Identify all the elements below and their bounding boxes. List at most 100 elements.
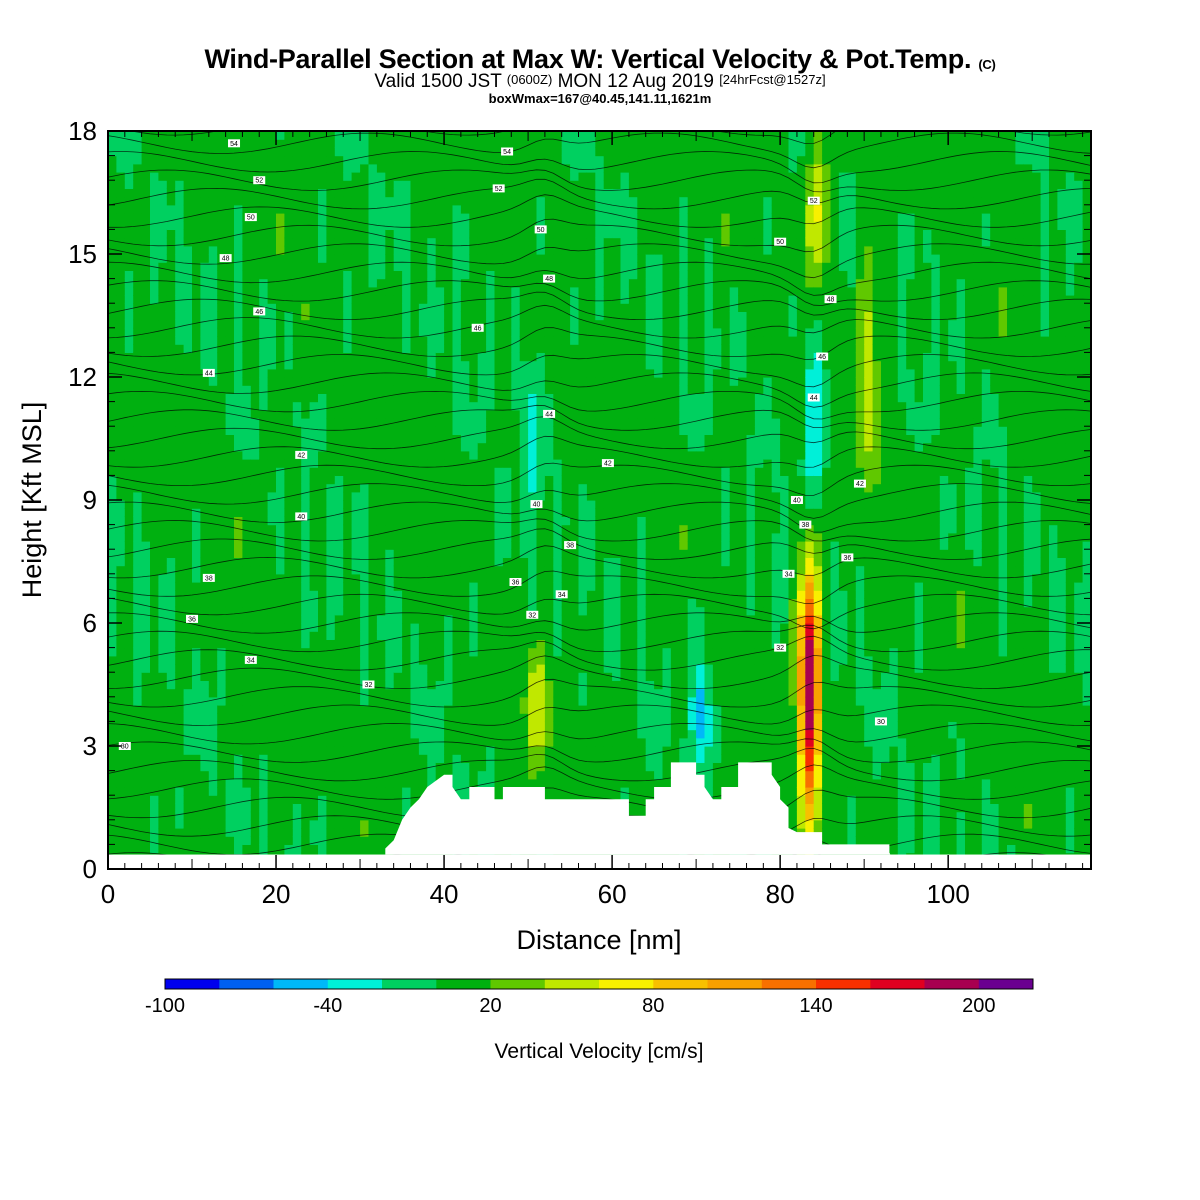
field-cell bbox=[460, 385, 470, 394]
field-cell bbox=[208, 557, 218, 567]
field-cell bbox=[376, 163, 386, 173]
field-cell bbox=[292, 524, 302, 534]
field-cell bbox=[435, 286, 445, 296]
field-cell bbox=[217, 155, 227, 165]
field-cell bbox=[444, 516, 454, 526]
field-cell bbox=[536, 639, 546, 649]
field-cell bbox=[410, 565, 420, 575]
field-cell bbox=[477, 204, 487, 214]
field-cell bbox=[393, 475, 403, 485]
field-cell bbox=[158, 311, 168, 321]
field-cell bbox=[360, 147, 370, 157]
field-cell bbox=[217, 532, 227, 542]
field-cell bbox=[334, 295, 344, 304]
field-cell bbox=[175, 467, 185, 476]
field-cell bbox=[208, 467, 218, 476]
field-cell bbox=[536, 450, 546, 460]
field-cell bbox=[116, 524, 126, 534]
field-cell bbox=[343, 467, 353, 476]
field-cell bbox=[158, 409, 168, 419]
field-cell bbox=[234, 237, 243, 247]
field-cell bbox=[250, 327, 260, 337]
field-cell bbox=[141, 360, 151, 370]
field-cell bbox=[528, 557, 538, 567]
field-cell bbox=[250, 631, 260, 640]
field-cell bbox=[435, 245, 445, 255]
field-cell bbox=[444, 245, 454, 255]
field-cell bbox=[192, 516, 201, 526]
field-cell bbox=[360, 450, 370, 460]
field-cell bbox=[511, 385, 521, 394]
field-cell bbox=[150, 721, 159, 731]
field-cell bbox=[175, 836, 185, 845]
field-cell bbox=[150, 696, 159, 706]
field-cell bbox=[183, 762, 193, 772]
field-cell bbox=[334, 278, 344, 288]
field-cell bbox=[242, 787, 252, 796]
field-cell bbox=[124, 459, 134, 468]
field-cell bbox=[528, 459, 538, 468]
field-cell bbox=[150, 163, 159, 173]
field-cell bbox=[301, 811, 311, 821]
field-cell bbox=[435, 311, 445, 321]
field-cell bbox=[477, 664, 487, 673]
field-cell bbox=[393, 442, 403, 452]
field-cell bbox=[259, 631, 269, 640]
field-cell bbox=[292, 803, 302, 813]
field-cell bbox=[175, 483, 185, 493]
field-cell bbox=[276, 278, 285, 288]
field-cell bbox=[158, 811, 168, 821]
field-cell bbox=[116, 500, 126, 509]
field-cell bbox=[368, 360, 378, 370]
field-cell bbox=[166, 221, 176, 230]
field-cell bbox=[208, 147, 218, 157]
field-cell bbox=[368, 426, 378, 435]
field-cell bbox=[318, 360, 327, 370]
field-cell bbox=[234, 221, 243, 230]
field-cell bbox=[343, 664, 353, 673]
field-cell bbox=[460, 590, 470, 599]
field-cell bbox=[486, 270, 496, 280]
field-cell bbox=[301, 672, 311, 681]
field-cell bbox=[343, 426, 353, 435]
field-cell bbox=[528, 254, 538, 263]
field-cell bbox=[460, 254, 470, 263]
field-cell bbox=[284, 737, 294, 747]
field-cell bbox=[200, 664, 210, 673]
field-cell bbox=[452, 680, 462, 690]
field-cell bbox=[393, 754, 403, 763]
field-cell bbox=[124, 344, 134, 353]
field-cell bbox=[418, 459, 428, 468]
field-cell bbox=[192, 401, 201, 411]
field-cell bbox=[494, 729, 504, 739]
field-cell bbox=[544, 418, 554, 427]
field-cell bbox=[208, 688, 218, 698]
field-cell bbox=[536, 623, 546, 632]
field-cell bbox=[368, 254, 378, 263]
field-cell bbox=[217, 631, 227, 640]
field-cell bbox=[351, 434, 361, 444]
field-cell bbox=[108, 573, 117, 583]
field-cell bbox=[250, 131, 260, 140]
field-cell bbox=[234, 278, 243, 288]
field-cell bbox=[561, 163, 571, 173]
field-cell bbox=[494, 295, 504, 304]
field-cell bbox=[250, 582, 260, 591]
field-cell bbox=[486, 426, 496, 435]
field-cell bbox=[192, 508, 201, 517]
field-cell bbox=[334, 147, 344, 157]
field-cell bbox=[183, 442, 193, 452]
field-cell bbox=[502, 245, 512, 255]
field-cell bbox=[486, 409, 496, 419]
field-cell bbox=[276, 459, 285, 468]
field-cell bbox=[402, 278, 412, 288]
field-cell bbox=[368, 836, 378, 845]
field-cell bbox=[460, 442, 470, 452]
field-cell bbox=[116, 516, 126, 526]
field-cell bbox=[511, 180, 521, 189]
field-cell bbox=[494, 172, 504, 181]
field-cell bbox=[351, 352, 361, 362]
field-cell bbox=[183, 237, 193, 247]
field-cell bbox=[166, 721, 176, 731]
field-cell bbox=[217, 729, 227, 739]
